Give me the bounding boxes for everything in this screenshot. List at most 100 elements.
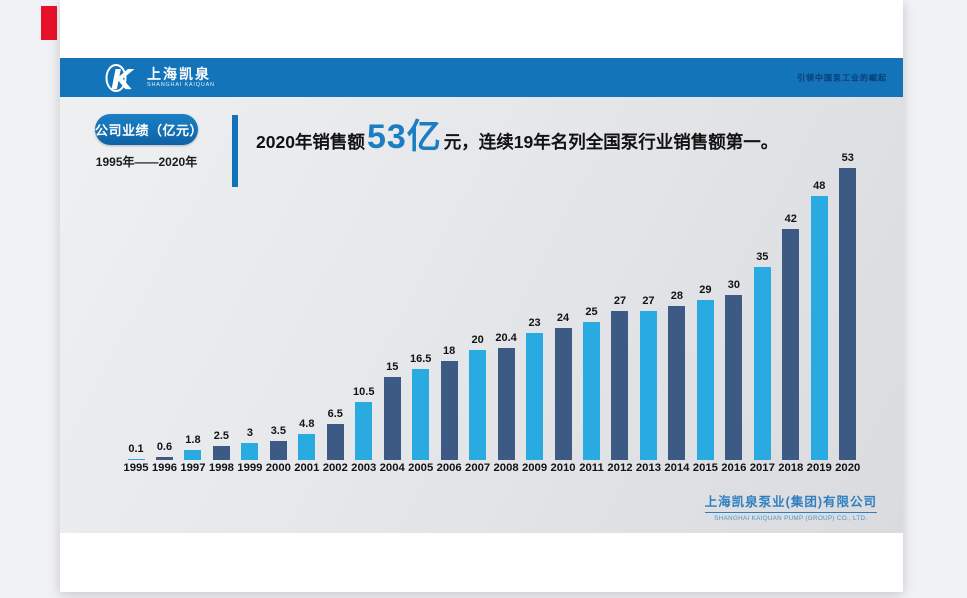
bar	[810, 196, 828, 460]
year-tick-label: 2020	[835, 462, 861, 474]
year-tick-label: 2019	[806, 462, 832, 474]
company-name-cn: 上海凯泉泵业(集团)有限公司	[704, 491, 877, 513]
bar	[583, 322, 600, 460]
bar-value-label: 35	[756, 251, 769, 263]
year-tick-label: 2000	[265, 462, 291, 474]
year-tick-label: 2018	[778, 462, 804, 474]
bar	[241, 443, 259, 460]
chart-column: 27 2012	[606, 146, 634, 476]
chart-column: 16.5 2005	[407, 146, 435, 476]
chart-column: 28 2014	[663, 146, 691, 476]
year-tick-label: 2006	[436, 462, 462, 474]
chart-column: 20 2007	[464, 146, 492, 476]
logo-name-cn: 上海凯泉	[147, 65, 211, 82]
chart-column: 15 2004	[378, 146, 406, 476]
bar-value-label: 20.4	[495, 332, 517, 344]
year-tick-label: 2014	[664, 462, 690, 474]
chart-column: 1.8 1997	[179, 146, 207, 476]
year-tick-label: 2017	[749, 462, 775, 474]
bar	[839, 168, 857, 460]
bar	[155, 457, 173, 460]
bar-value-label: 42	[784, 213, 797, 225]
chart-column: 4.8 2001	[293, 146, 321, 476]
bar	[639, 311, 657, 460]
bar-value-label: 15	[386, 361, 399, 373]
bar	[668, 306, 686, 460]
chart-column: 24 2010	[549, 146, 577, 476]
slide-body: 公司业绩（亿元） 1995年——2020年 2020年销售额 53亿 元，连续1…	[60, 97, 903, 533]
bar	[554, 328, 572, 460]
bar-value-label: 0.1	[128, 443, 144, 455]
year-tick-label: 1997	[180, 462, 206, 474]
bar-value-label: 1.8	[185, 434, 201, 446]
year-tick-label: 2001	[294, 462, 320, 474]
bar	[696, 300, 714, 460]
chart-column: 29 2015	[691, 146, 719, 476]
chart-column: 2.5 1998	[207, 146, 235, 476]
chart-column: 10.5 2003	[350, 146, 378, 476]
chart-column: 0.1 1995	[122, 146, 150, 476]
bar	[782, 229, 800, 460]
chart-column: 20.4 2008	[492, 146, 520, 476]
year-range-label: 1995年——2020年	[95, 155, 198, 169]
header-tagline: 引领中国泵工业的崛起	[797, 73, 887, 82]
slide-header: K 上海凯泉 SHANGHAI KAIQUAN 引领中国泵工业的崛起	[60, 58, 903, 97]
chart-column: 0.6 1996	[150, 146, 178, 476]
year-tick-label: 2009	[521, 462, 548, 474]
bar	[469, 350, 487, 460]
year-tick-label: 2012	[607, 462, 633, 474]
chart-column: 53 2020	[834, 146, 862, 476]
bar-value-label: 23	[528, 317, 541, 329]
bar-value-label: 30	[727, 279, 740, 291]
bar-value-label: 2.5	[213, 430, 230, 442]
logo-text: 上海凯泉 SHANGHAI KAIQUAN	[147, 65, 215, 89]
year-tick-label: 2011	[579, 462, 604, 474]
bar	[269, 441, 287, 460]
chart-column: 23 2009	[521, 146, 549, 476]
bar-value-label: 28	[670, 290, 684, 302]
year-tick-label: 2002	[322, 462, 348, 474]
bar	[440, 361, 458, 460]
year-tick-label: 1996	[151, 462, 178, 474]
company-name-en: SHANGHAI KAIQUAN PUMP (GROUP) CO., LTD.	[714, 515, 868, 522]
bar	[383, 377, 401, 460]
bar-value-label: 27	[613, 295, 627, 307]
bar	[412, 369, 430, 460]
chart-column: 3.5 2000	[264, 146, 292, 476]
chart-column: 42 2018	[777, 146, 805, 476]
bar-value-label: 10.5	[353, 386, 375, 398]
svg-text:K: K	[111, 63, 135, 93]
kaiquan-logo-icon: K	[105, 63, 135, 93]
chart-column: 48 2019	[805, 146, 833, 476]
company-logo: K 上海凯泉 SHANGHAI KAIQUAN	[105, 63, 215, 93]
bar-value-label: 20	[471, 334, 484, 346]
bar	[127, 459, 145, 460]
year-tick-label: 2016	[721, 462, 747, 474]
year-tick-label: 2013	[635, 462, 661, 474]
logo-name-en: SHANGHAI KAIQUAN	[147, 81, 215, 88]
bar-value-label: 3.5	[270, 425, 286, 437]
year-tick-label: 2015	[692, 462, 718, 474]
bar-value-label: 48	[813, 180, 826, 192]
bar	[611, 311, 629, 460]
bar	[298, 434, 316, 460]
chart-column: 35 2017	[748, 146, 776, 476]
bar	[212, 446, 230, 460]
bar-value-label: 27	[642, 295, 655, 307]
chart-column: 27 2013	[634, 146, 662, 476]
bar-value-label: 18	[443, 345, 456, 357]
chart-column: 30 2016	[720, 146, 748, 476]
metric-badge: 公司业绩（亿元）	[95, 114, 203, 145]
bar	[355, 402, 373, 460]
company-signature: 上海凯泉泵业(集团)有限公司 SHANGHAI KAIQUAN PUMP (GR…	[704, 491, 877, 522]
bar-value-label: 0.6	[156, 441, 173, 453]
year-tick-label: 1998	[208, 462, 234, 474]
bar-value-label: 16.5	[409, 353, 432, 365]
chart-column: 3 1999	[236, 146, 264, 476]
slide-title: 2020年销售额 53亿 元，连续19年名列全国泵行业销售额第一。	[256, 119, 886, 155]
title-suffix: 元，连续19年名列全国泵行业销售额第一。	[443, 132, 779, 152]
title-prefix: 2020年销售额	[256, 132, 365, 152]
bar-value-label: 6.5	[327, 408, 343, 420]
bar	[725, 295, 743, 460]
bar-value-label: 25	[585, 306, 598, 318]
